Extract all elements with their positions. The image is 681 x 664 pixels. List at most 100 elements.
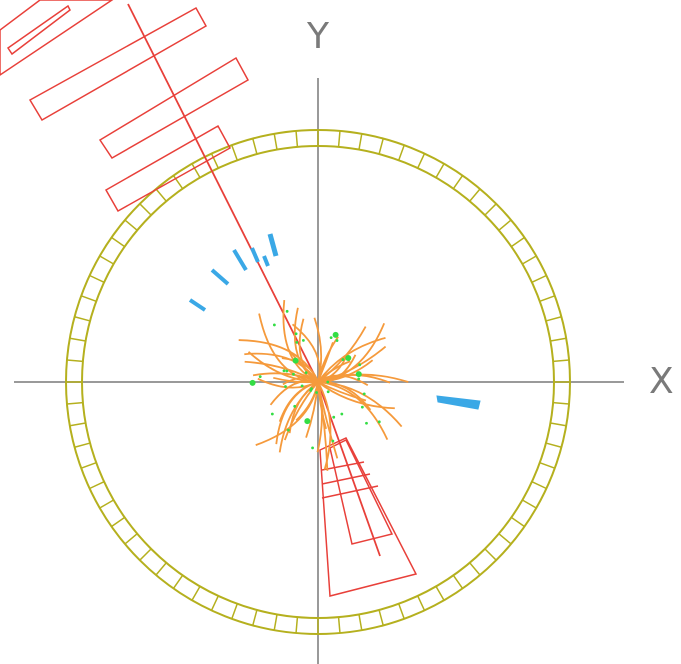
ring-segment [191, 163, 201, 178]
track [317, 336, 386, 383]
ring-segment [89, 274, 105, 283]
ring-segment [510, 516, 525, 528]
ring-segment [99, 499, 114, 509]
hit [345, 354, 352, 361]
ring-segment [545, 442, 562, 448]
hit [304, 371, 308, 375]
hit [294, 332, 298, 336]
hit [293, 404, 297, 408]
ring-segment [231, 603, 238, 620]
ring-segment [111, 236, 126, 248]
ring-segment [545, 316, 562, 322]
muon-chamber [28, 6, 208, 122]
track [283, 381, 319, 441]
ring-segment [398, 144, 405, 161]
ring-segment [378, 609, 384, 626]
ring-segment [378, 138, 384, 155]
ring-segment [155, 188, 167, 202]
hit [332, 415, 336, 419]
hit [377, 420, 381, 424]
ring-segment [484, 203, 497, 216]
muon-chamber [98, 56, 250, 159]
hit [331, 439, 335, 443]
hit [329, 336, 333, 340]
hit [270, 412, 274, 416]
ring-segment [295, 130, 299, 147]
ring-segment [273, 614, 278, 631]
muon-chamber-strip [321, 473, 371, 485]
ring-segment [498, 533, 512, 545]
track [317, 322, 386, 383]
hit [249, 379, 256, 386]
ring-segment [139, 548, 152, 561]
ring-segment [417, 153, 426, 169]
hit [333, 333, 337, 337]
hit [315, 391, 318, 394]
hit [358, 363, 362, 367]
hit [304, 418, 311, 425]
ring-segment [80, 462, 97, 469]
muon-chamber-strip [321, 461, 365, 471]
muon-chambers-top [0, 0, 250, 213]
ring-segment [295, 617, 299, 634]
ring-segment [469, 562, 481, 576]
ring-segment [452, 175, 464, 190]
ring-segment [172, 175, 184, 190]
hit [284, 385, 287, 388]
ring-segment [252, 138, 258, 155]
charged-tracks [238, 299, 409, 471]
hit [360, 405, 364, 409]
ring-segment [510, 236, 525, 248]
ring-segment [89, 481, 105, 490]
ring-segment [111, 516, 126, 528]
ring-segment [139, 203, 152, 216]
ring-segment [66, 359, 83, 363]
muon-chamber [329, 438, 394, 545]
hit [292, 357, 299, 364]
y-axis-label: Y [306, 16, 330, 57]
ring-segment [74, 316, 91, 322]
calo-deposit [250, 247, 260, 263]
ring-segment [124, 219, 138, 231]
ring-segment [539, 295, 556, 302]
ring-segment [273, 133, 278, 150]
tracker-hits [249, 309, 381, 450]
ring-segment [210, 595, 219, 611]
track [281, 357, 319, 383]
ring-segment [69, 337, 86, 342]
ring-segment [124, 533, 138, 545]
track [317, 381, 395, 410]
muon-chamber-strip [321, 485, 379, 499]
ring-segment [553, 401, 570, 405]
hit [282, 369, 286, 373]
calo-deposit [436, 395, 481, 410]
ring-segment [80, 295, 97, 302]
ring-segment [417, 595, 426, 611]
ring-segment [550, 337, 567, 342]
ring-segment [155, 562, 167, 576]
calo-deposit [232, 248, 248, 272]
track [317, 381, 332, 470]
track [317, 381, 389, 440]
hit [300, 384, 304, 388]
track [282, 299, 319, 383]
ring-segment [231, 144, 238, 161]
track [298, 318, 319, 383]
ring-segment [550, 422, 567, 427]
ring-segment [553, 359, 570, 363]
muon-chambers-bottom [319, 437, 418, 597]
muon-track-top [127, 3, 319, 383]
muon-chamber [104, 124, 232, 213]
track [317, 381, 327, 430]
ring-segment [398, 603, 405, 620]
hit [309, 389, 313, 392]
ring-segment [66, 401, 83, 405]
ring-segment [531, 274, 547, 283]
ring-segment [69, 422, 86, 427]
hit [362, 392, 366, 396]
hit [295, 340, 299, 344]
muon-chamber [319, 437, 418, 597]
ring-segment [99, 255, 114, 265]
hit [287, 428, 290, 432]
track [317, 373, 391, 384]
